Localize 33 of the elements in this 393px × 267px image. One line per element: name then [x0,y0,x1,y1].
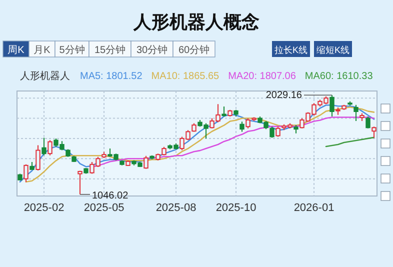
annotation: 2029.16 [266,90,302,102]
text: 缩短K线 [316,45,350,55]
text: 拉长K线 [274,45,308,55]
candlestick [330,94,334,118]
candlestick [42,137,46,156]
text: 30分钟 [136,44,168,56]
candlestick [276,126,280,138]
text: 周K [8,45,25,56]
text: MA5: 1801.52 [80,71,143,82]
x-tick-label: 2025-10 [216,202,256,214]
candlestick [366,116,370,129]
text: 15分钟 [94,44,126,56]
annotation: 1046.02 [92,190,129,202]
x-tick-label: 2026-01 [294,202,334,214]
candlestick [240,121,244,132]
candlestick [222,106,226,118]
text: MA20: 1807.06 [228,71,296,82]
text: 5分钟 [59,44,85,56]
x-tick-label: 2025-02 [24,202,64,214]
text: MA10: 1865.65 [151,71,220,82]
legend-title: 人形机器人 [20,70,70,82]
candlestick [24,164,28,183]
candlestick [270,126,274,138]
text: 月K [34,45,51,56]
x-tick-label: 2025-05 [84,202,124,214]
candlestick [48,140,52,156]
candlestick [144,155,148,170]
chart-title: 人形机器人概念 [132,12,260,32]
candlestick [354,104,358,122]
candlestick [36,144,40,171]
text: 60分钟 [178,44,210,56]
x-tick-label: 2025-08 [156,202,196,214]
text: MA60: 1610.33 [304,71,374,82]
